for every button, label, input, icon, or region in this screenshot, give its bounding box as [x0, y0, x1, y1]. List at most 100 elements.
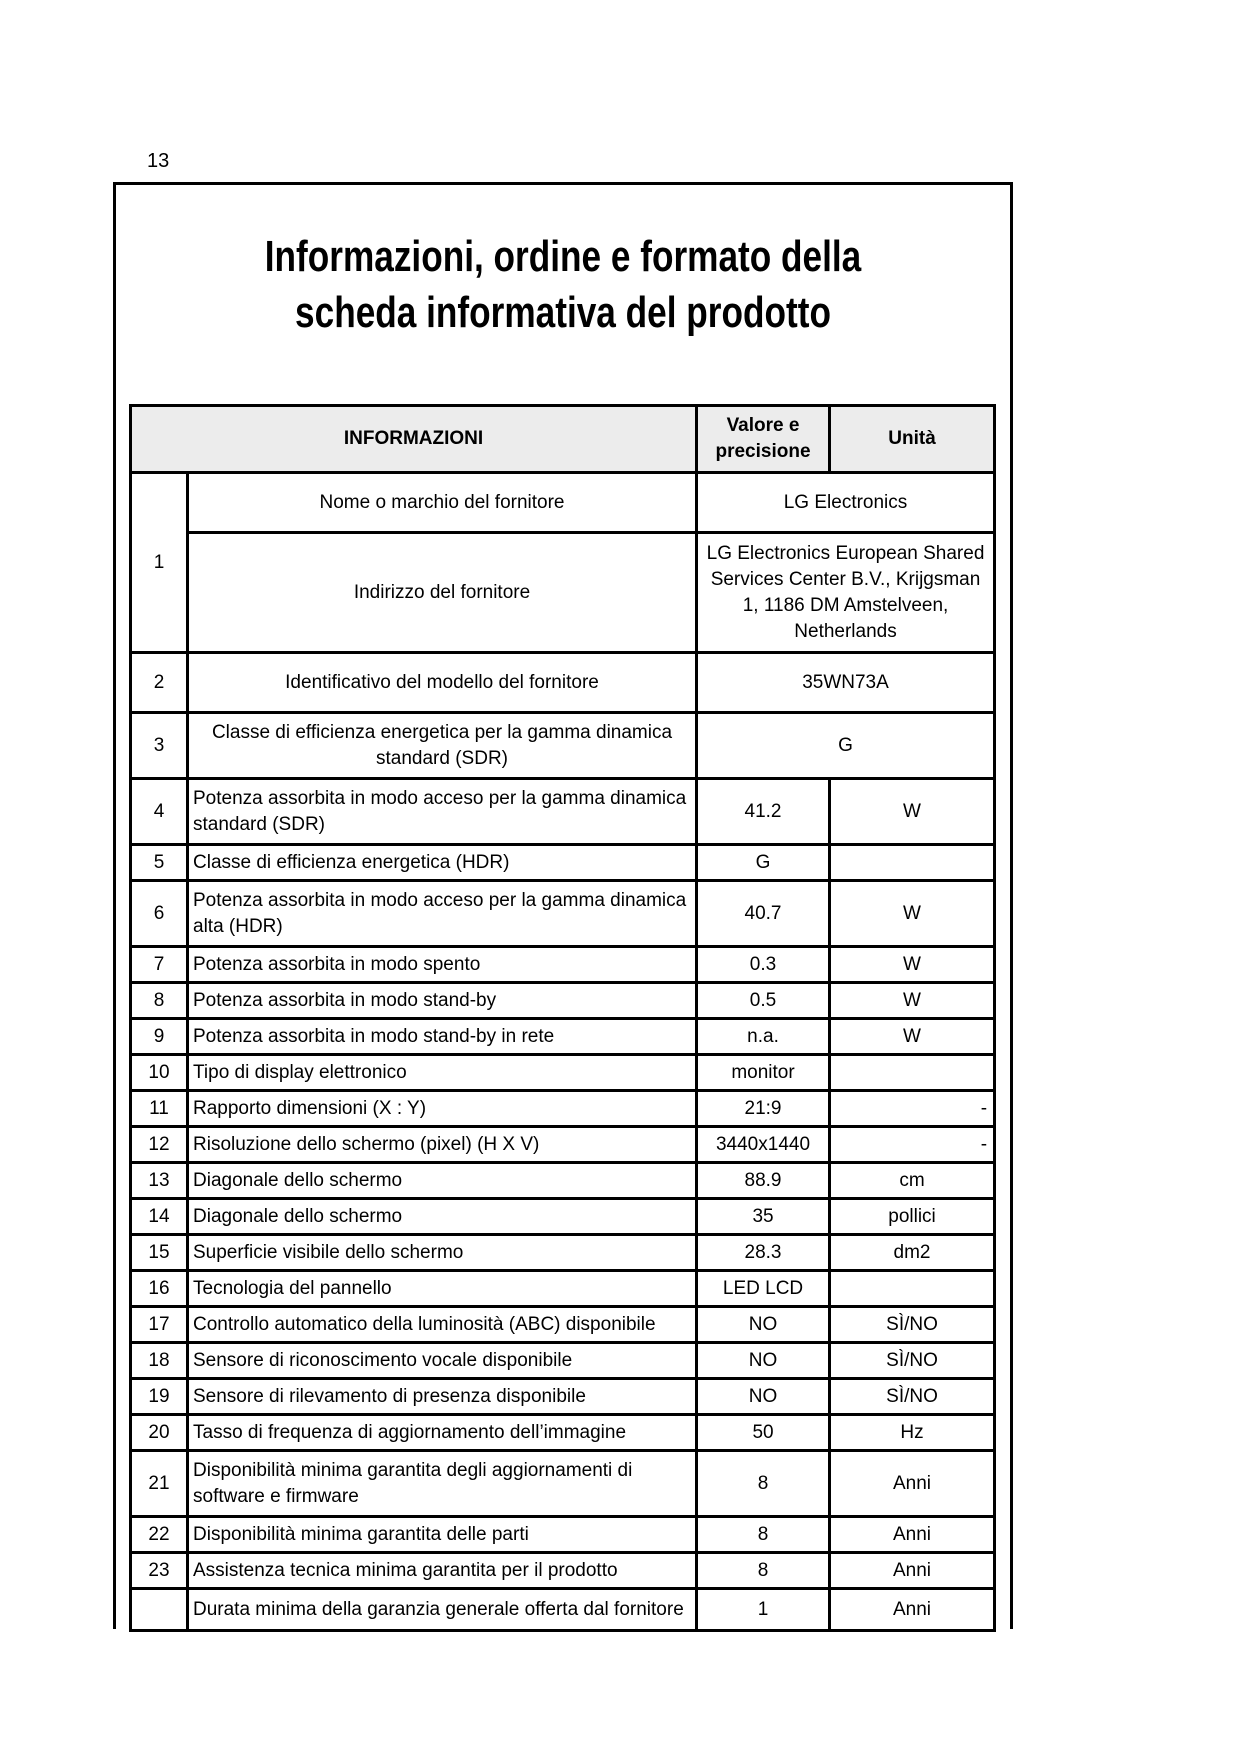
- table-row: 23 Assistenza tecnica minima garantita p…: [129, 1551, 997, 1590]
- col-header-informazioni: INFORMAZIONI: [128, 404, 699, 474]
- row-number: 4: [129, 777, 189, 846]
- row-value: G: [695, 843, 832, 882]
- table-row: 3 Classe di efficienza energetica per la…: [129, 711, 997, 780]
- table-row: 10 Tipo di display elettronico monitor: [129, 1053, 997, 1092]
- row-value: 50: [695, 1413, 832, 1452]
- row-label: Potenza assorbita in modo acceso per la …: [185, 879, 699, 948]
- row-unit: -: [828, 1125, 997, 1164]
- row-unit: SÌ/NO: [828, 1377, 997, 1416]
- row-number: 12: [129, 1125, 189, 1164]
- row-label: Nome o marchio del fornitore: [185, 471, 699, 534]
- row-value: 3440x1440: [695, 1125, 832, 1164]
- row-number: 23: [129, 1551, 189, 1590]
- table-row: 11 Rapporto dimensioni (X : Y) 21:9 -: [129, 1089, 997, 1128]
- address-line: Services Center B.V., Krijgsman: [710, 568, 981, 590]
- row-label: Controllo automatico della luminosità (A…: [185, 1305, 699, 1344]
- row-label: Potenza assorbita in modo stand-by: [185, 981, 699, 1020]
- row-unit: SÌ/NO: [828, 1305, 997, 1344]
- row-value: G: [695, 711, 997, 780]
- row-value: 8: [695, 1515, 832, 1554]
- address-line: LG Electronics European Shared: [706, 542, 985, 564]
- row-value: LED LCD: [695, 1269, 832, 1308]
- table-row: 1 Nome o marchio del fornitore LG Electr…: [129, 471, 997, 654]
- row-label: Tipo di display elettronico: [185, 1053, 699, 1092]
- table-row: 20 Tasso di frequenza di aggiornamento d…: [129, 1413, 997, 1452]
- table-row: Indirizzo del fornitore LG Electronics E…: [131, 531, 997, 654]
- row-label: Disponibilità minima garantita delle par…: [185, 1515, 699, 1554]
- row-number: 11: [129, 1089, 189, 1128]
- row-label: Classe di efficienza energetica (HDR): [185, 843, 699, 882]
- row-value: NO: [695, 1377, 832, 1416]
- table-row: 4 Potenza assorbita in modo acceso per l…: [129, 777, 997, 846]
- row-unit: W: [828, 945, 997, 984]
- col-header-unita: Unità: [828, 404, 997, 474]
- row-value: 35WN73A: [695, 651, 997, 714]
- table-row: 16 Tecnologia del pannello LED LCD: [129, 1269, 997, 1308]
- row-number: 3: [129, 711, 189, 780]
- row-label: Superficie visibile dello schermo: [185, 1233, 699, 1272]
- table-row: 14 Diagonale dello schermo 35 pollici: [129, 1197, 997, 1236]
- row-unit: cm: [828, 1161, 997, 1200]
- row-number: 9: [129, 1017, 189, 1056]
- page-number: 13: [147, 150, 170, 172]
- row-label: Risoluzione dello schermo (pixel) (H X V…: [185, 1125, 699, 1164]
- row-number: 7: [129, 945, 189, 984]
- table-row: 13 Diagonale dello schermo 88.9 cm: [129, 1161, 997, 1200]
- table-row: 2 Identificativo del modello del fornito…: [129, 651, 997, 714]
- row-value: n.a.: [695, 1017, 832, 1056]
- row-value: NO: [695, 1341, 832, 1380]
- table-row: 6 Potenza assorbita in modo acceso per l…: [129, 879, 997, 948]
- row-label: Tasso di frequenza di aggiornamento dell…: [185, 1413, 699, 1452]
- row-number: 15: [129, 1233, 189, 1272]
- table-row: 17 Controllo automatico della luminosità…: [129, 1305, 997, 1344]
- page-title-line-1: Informazioni, ordine e formato della: [264, 232, 862, 281]
- row-value: 88.9: [695, 1161, 832, 1200]
- row-value: 1: [695, 1587, 832, 1632]
- row-number: 8: [129, 981, 189, 1020]
- product-info-table: INFORMAZIONI Valore e precisione Unità 1…: [128, 404, 997, 1632]
- table-row: 5 Classe di efficienza energetica (HDR) …: [129, 843, 997, 882]
- table-row: 19 Sensore di rilevamento di presenza di…: [129, 1377, 997, 1416]
- row-number: 5: [129, 843, 189, 882]
- row-unit: Hz: [828, 1413, 997, 1452]
- row-value: 8: [695, 1551, 832, 1590]
- row-number: 18: [129, 1341, 189, 1380]
- table-row: 9 Potenza assorbita in modo stand-by in …: [129, 1017, 997, 1056]
- row-number: 22: [129, 1515, 189, 1554]
- row-unit: Anni: [828, 1515, 997, 1554]
- row-value: LG Electronics European Shared Services …: [695, 531, 997, 654]
- row-label: Potenza assorbita in modo acceso per la …: [185, 777, 699, 846]
- row-unit: W: [828, 981, 997, 1020]
- row-label: Durata minima della garanzia generale of…: [185, 1587, 699, 1632]
- row-value: 21:9: [695, 1089, 832, 1128]
- row-unit: dm2: [828, 1233, 997, 1272]
- col-header-valore-e-precisione: Valore e precisione: [695, 404, 832, 474]
- address-line: 1, 1186 DM Amstelveen,: [742, 594, 949, 616]
- table-header-row: INFORMAZIONI Valore e precisione Unità: [128, 404, 997, 474]
- row-unit: -: [828, 1089, 997, 1128]
- row-value: 40.7: [695, 879, 832, 948]
- row-value: 28.3: [695, 1233, 832, 1272]
- row-label: Tecnologia del pannello: [185, 1269, 699, 1308]
- address-line: Netherlands: [794, 620, 897, 642]
- table-row: 12 Risoluzione dello schermo (pixel) (H …: [129, 1125, 997, 1164]
- row-value: 35: [695, 1197, 832, 1236]
- page-title: Informazioni, ordine e formato della sch…: [205, 229, 920, 341]
- row-unit: W: [828, 777, 997, 846]
- row-unit: [828, 1269, 997, 1308]
- row-number: [129, 1587, 189, 1632]
- row-unit: Anni: [828, 1449, 997, 1518]
- row-unit: pollici: [828, 1197, 997, 1236]
- row-number: 20: [129, 1413, 189, 1452]
- row-number: 21: [129, 1449, 189, 1518]
- row-number: 1: [129, 471, 189, 654]
- row-number: 2: [129, 651, 189, 714]
- row-unit: W: [828, 879, 997, 948]
- row-unit: Anni: [828, 1587, 997, 1632]
- row-label: Potenza assorbita in modo stand-by in re…: [185, 1017, 699, 1056]
- row-label: Assistenza tecnica minima garantita per …: [185, 1551, 699, 1590]
- row-label: Disponibilità minima garantita degli agg…: [185, 1449, 699, 1518]
- row-unit: [828, 843, 997, 882]
- table-row: 21 Disponibilità minima garantita degli …: [129, 1449, 997, 1518]
